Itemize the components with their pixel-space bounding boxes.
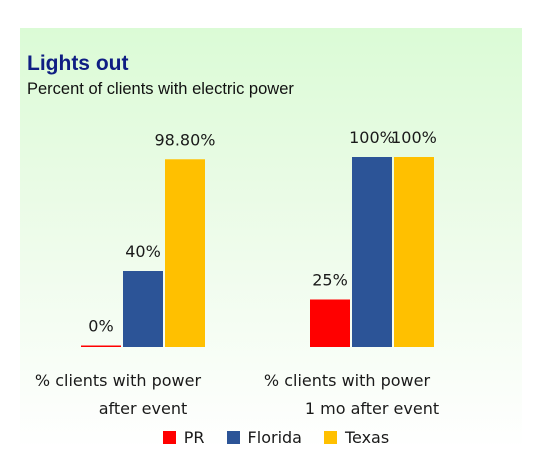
data-label-pr-cat2: 25% [312,271,348,290]
bar-texas-cat2 [394,157,434,347]
bar-texas-cat1 [165,159,205,347]
legend-swatch-texas [323,431,337,444]
legend-swatch-pr [162,431,176,444]
legend-item-texas: Texas [323,428,390,447]
bar-pr-cat1 [81,345,121,347]
category-label-cat1-line1: % clients with power [35,371,202,390]
legend-swatch-florida [226,431,240,444]
legend-item-florida: Florida [226,428,302,447]
legend-label-pr: PR [183,428,205,447]
legend-label-texas: Texas [344,428,390,447]
data-label-florida-cat2: 100% [349,128,395,147]
category-label-cat1-line2: after event [99,399,188,418]
bar-florida-cat2 [352,157,392,347]
bar-pr-cat2 [310,299,350,347]
category-label-cat2-line1: % clients with power [264,371,431,390]
bar-florida-cat1 [123,271,163,347]
legend: PR Florida Texas [0,428,552,447]
chart-background-panel [20,28,522,448]
data-label-pr-cat1: 0% [88,317,113,336]
data-label-texas-cat2: 100% [391,128,437,147]
legend-item-pr: PR [162,428,205,447]
chart-subtitle: Percent of clients with electric power [27,80,294,98]
legend-label-florida: Florida [247,428,302,447]
data-label-texas-cat1: 98.80% [154,130,215,149]
chart-title: Lights out [27,52,129,75]
data-label-florida-cat1: 40% [125,242,161,261]
category-label-cat2-line2: 1 mo after event [305,399,439,418]
